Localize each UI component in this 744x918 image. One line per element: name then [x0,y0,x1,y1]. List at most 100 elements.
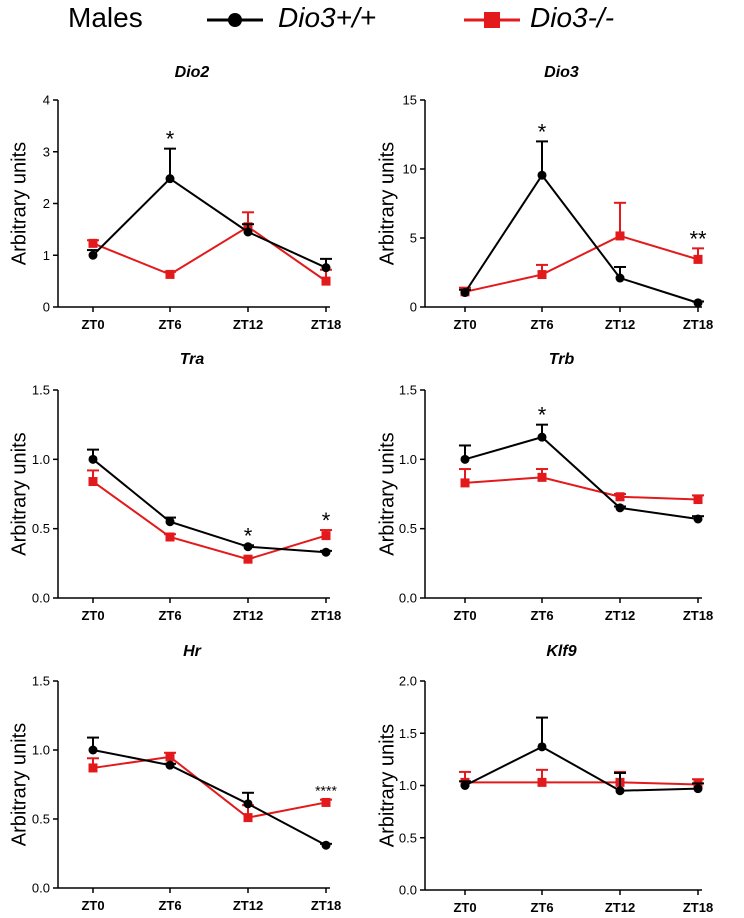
y-tick-label: 0.5 [399,830,417,845]
data-point [88,745,98,755]
data-point [460,288,470,298]
data-point [693,784,703,794]
data-point [321,840,331,850]
significance-marker: ** [689,226,707,251]
data-point [537,270,547,280]
series-line [92,225,327,282]
data-point [693,298,703,308]
legend-swatch-knockout [464,12,520,28]
y-tick-label: 5 [410,231,417,246]
x-tick-label: ZT12 [233,898,263,913]
series-knockout [87,469,332,564]
data-point [88,454,98,464]
x-tick-label: ZT18 [683,317,713,332]
x-tick-label: ZT12 [605,317,635,332]
data-point [537,432,547,442]
data-point [693,254,703,264]
data-point [321,531,331,541]
data-point [460,781,470,790]
legend-label-knockout: Dio3-/- [530,2,615,33]
series-line [92,458,327,554]
data-point [165,760,175,770]
y-tick-label: 0 [410,300,417,315]
data-point [165,174,175,184]
chart-hr: Hr Arbitrary units 0.0 0.5 1.0 1.5 ZT0 ZT6 ZT12 Z… [8,643,341,913]
series-wildtype [459,423,704,524]
y-tick-label: 1 [43,248,50,263]
data-point [693,514,703,524]
y-tick-label: 4 [43,93,50,108]
chart-dio3: Dio3 Arbitrary units 0 5 10 15 ZT0 ZT6 ZT12 ZT18 *… [376,64,713,332]
chart-klf9: Klf9 Arbitrary units 0.0 0.5 1.0 1.5 2.0 ZT0 ZT6… [376,643,713,915]
y-tick-label: 0.5 [32,812,50,827]
series-line [92,749,327,847]
y-tick-label: 1.0 [32,452,50,467]
y-tick-label: 0.0 [399,591,417,606]
series-line [465,781,699,786]
series-wildtype [87,147,332,273]
x-tick-label: ZT12 [233,317,263,332]
series-line [464,745,699,792]
x-tick-label: ZT12 [605,608,635,623]
data-point [243,813,253,823]
y-axis-label: Arbitrary units [8,142,30,265]
data-point [165,752,175,762]
y-tick-label: 3 [43,144,50,159]
x-tick-label: ZT6 [530,317,553,332]
data-point [88,250,98,260]
data-point [537,170,547,180]
series-wildtype [87,448,332,557]
series-knockout [459,468,704,505]
chart-title: Dio2 [175,64,210,81]
y-axis-label: Arbitrary units [376,432,398,555]
y-tick-label: 2 [43,196,50,211]
y-tick-label: 1.5 [399,726,417,741]
x-tick-label: ZT18 [683,900,713,915]
legend-label-wildtype: Dio3+/+ [278,2,377,33]
series-line [464,476,699,501]
data-point [243,227,253,237]
chart-title: Klf9 [546,643,576,660]
data-point [615,786,625,796]
significance-marker: * [538,119,547,144]
significance-marker: * [244,523,253,548]
series-line [92,480,327,561]
y-tick-label: 0.0 [399,883,417,898]
data-point [537,472,547,482]
y-tick-label: 1.0 [399,778,417,793]
x-tick-label: ZT18 [311,898,341,913]
legend-marker-square [484,12,500,28]
chart-title: Tra [180,351,205,368]
y-tick-label: 15 [403,93,417,108]
significance-marker: * [322,508,331,533]
data-point [165,517,175,527]
series-wildtype [459,140,704,308]
data-point [165,532,175,542]
data-point [460,478,470,488]
significance-marker: * [166,127,175,152]
x-tick-label: ZT0 [81,317,104,332]
x-tick-label: ZT6 [158,317,181,332]
y-tick-label: 0 [43,300,50,315]
data-point [165,269,175,279]
legend-title: Males [68,2,143,33]
series-line [92,755,327,819]
y-tick-label: 1.0 [399,452,417,467]
y-axis-label: Arbitrary units [8,432,30,555]
x-tick-label: ZT18 [683,608,713,623]
series-line [464,436,699,520]
legend-marker-circle [228,13,242,27]
data-point [88,238,98,248]
x-tick-label: ZT18 [311,317,341,332]
y-tick-label: 1.0 [32,743,50,758]
data-point [537,742,547,752]
data-point [243,554,253,564]
y-tick-label: 1.5 [32,674,50,689]
y-tick-label: 2.0 [399,674,417,689]
x-tick-label: ZT6 [158,898,181,913]
series-line [464,173,699,304]
series-knockout [459,768,704,789]
x-tick-label: ZT6 [530,608,553,623]
data-point [615,503,625,513]
x-tick-label: ZT12 [233,608,263,623]
